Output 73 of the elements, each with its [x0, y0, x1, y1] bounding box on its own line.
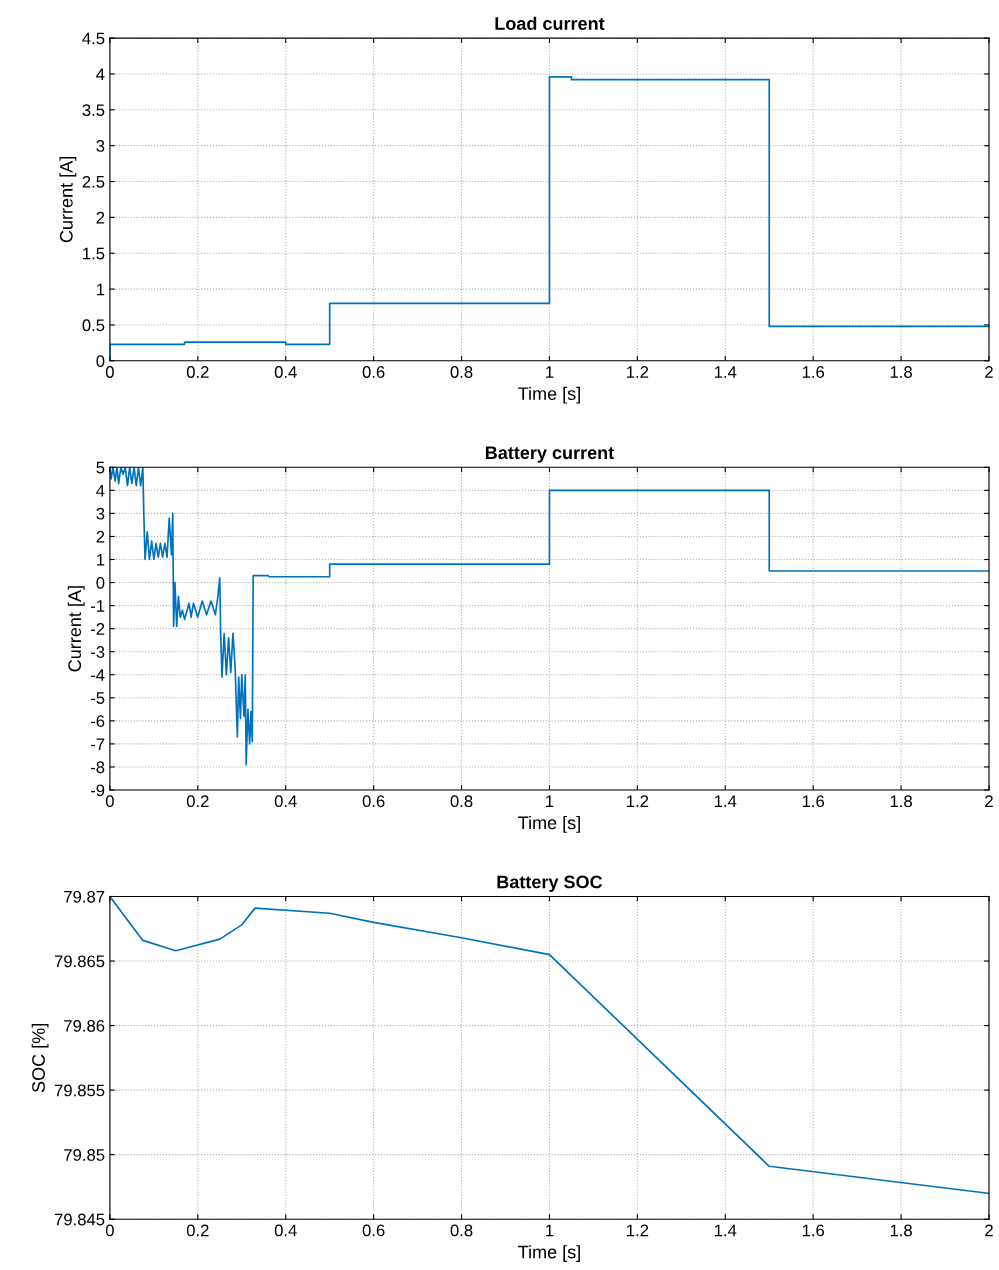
x-tick-label: 0.6	[362, 795, 385, 808]
x-tick-label: 1.8	[890, 795, 912, 808]
y-tick-label: 3	[96, 140, 105, 152]
x-tick-label: 0.6	[362, 366, 385, 378]
y-tick-label: -8	[90, 761, 105, 774]
y-axis-title: SOC [%]	[31, 1024, 49, 1093]
x-tick-label: 1.4	[714, 795, 737, 807]
y-tick-label: 0.5	[82, 319, 105, 332]
y-tick-label: -9	[90, 784, 105, 797]
y-tick-label: 1	[97, 283, 105, 296]
x-tick-label: 1.6	[802, 795, 825, 808]
y-tick-label: 79.85	[64, 1149, 105, 1161]
y-tick-label: 79.865	[54, 955, 105, 968]
y-tick-label: 4	[96, 68, 105, 80]
y-tick-label: -6	[90, 715, 105, 728]
y-tick-label: 79.87	[64, 890, 105, 903]
x-tick-label: 1.4	[714, 366, 737, 378]
x-axis-title: Time [s]	[518, 386, 580, 404]
y-tick-label: -7	[90, 738, 105, 750]
y-tick-label: 1.5	[83, 247, 105, 260]
y-tick-label: 5	[96, 461, 105, 474]
x-tick-label: 2	[985, 366, 993, 378]
chart-title: Load current	[495, 16, 605, 30]
y-tick-label: 1	[97, 554, 105, 566]
x-tick-label: 0	[105, 366, 114, 378]
x-tick-label: 1	[546, 366, 554, 378]
x-tick-label: 0	[105, 795, 114, 808]
y-tick-label: 4	[96, 484, 105, 497]
x-tick-label: 0.2	[186, 1224, 209, 1237]
y-tick-label: 2.5	[82, 175, 105, 188]
chart-title: Battery SOC	[497, 875, 603, 892]
x-tick-label: 1.8	[890, 1224, 912, 1237]
y-tick-label: -5	[90, 692, 105, 704]
y-tick-label: 0	[96, 355, 105, 368]
x-tick-label: 0.8	[450, 366, 473, 378]
x-tick-label: 0.4	[274, 795, 297, 808]
x-tick-label: 1.4	[714, 1224, 737, 1237]
x-tick-label: 0.4	[274, 366, 297, 378]
y-tick-label: 79.845	[54, 1213, 105, 1226]
x-tick-label: 0.2	[186, 366, 209, 378]
y-tick-label: -3	[90, 646, 105, 658]
x-tick-label: 1	[546, 1224, 554, 1237]
y-axis-title: Current [A]	[67, 586, 85, 672]
x-tick-label: 0.8	[450, 795, 473, 808]
y-axis-title: Current [A]	[59, 157, 77, 243]
x-tick-label: 1.2	[627, 1224, 649, 1237]
x-tick-label: 0.4	[274, 1224, 297, 1237]
x-axis-title: Time [s]	[518, 1245, 580, 1262]
y-tick-label: 2	[96, 530, 105, 543]
y-tick-label: 3	[96, 507, 105, 520]
x-tick-label: 1.6	[802, 1224, 825, 1237]
x-tick-label: 1.2	[627, 795, 649, 807]
x-tick-label: 1.2	[627, 366, 649, 378]
x-tick-label: 2	[985, 795, 993, 807]
y-tick-label: 2	[96, 211, 105, 224]
x-tick-label: 0.8	[450, 1224, 473, 1237]
y-tick-label: 4.5	[82, 32, 105, 45]
y-tick-label: 79.86	[64, 1019, 105, 1032]
x-tick-label: 0	[105, 1224, 114, 1237]
y-tick-label: 79.855	[54, 1084, 105, 1097]
chart-title: Battery current	[485, 446, 614, 463]
x-tick-label: 0.6	[362, 1224, 385, 1237]
x-tick-label: 1	[546, 795, 554, 807]
x-tick-label: 1.8	[890, 366, 912, 378]
x-tick-label: 2	[985, 1224, 993, 1237]
x-tick-label: 0.2	[186, 795, 209, 808]
x-tick-label: 1.6	[802, 366, 825, 378]
y-tick-label: 0	[96, 576, 105, 589]
y-tick-label: -2	[90, 623, 105, 635]
y-tick-label: -4	[90, 669, 105, 681]
x-axis-title: Time [s]	[518, 815, 580, 833]
y-tick-label: -1	[90, 600, 105, 612]
y-tick-label: 3.5	[82, 104, 105, 117]
